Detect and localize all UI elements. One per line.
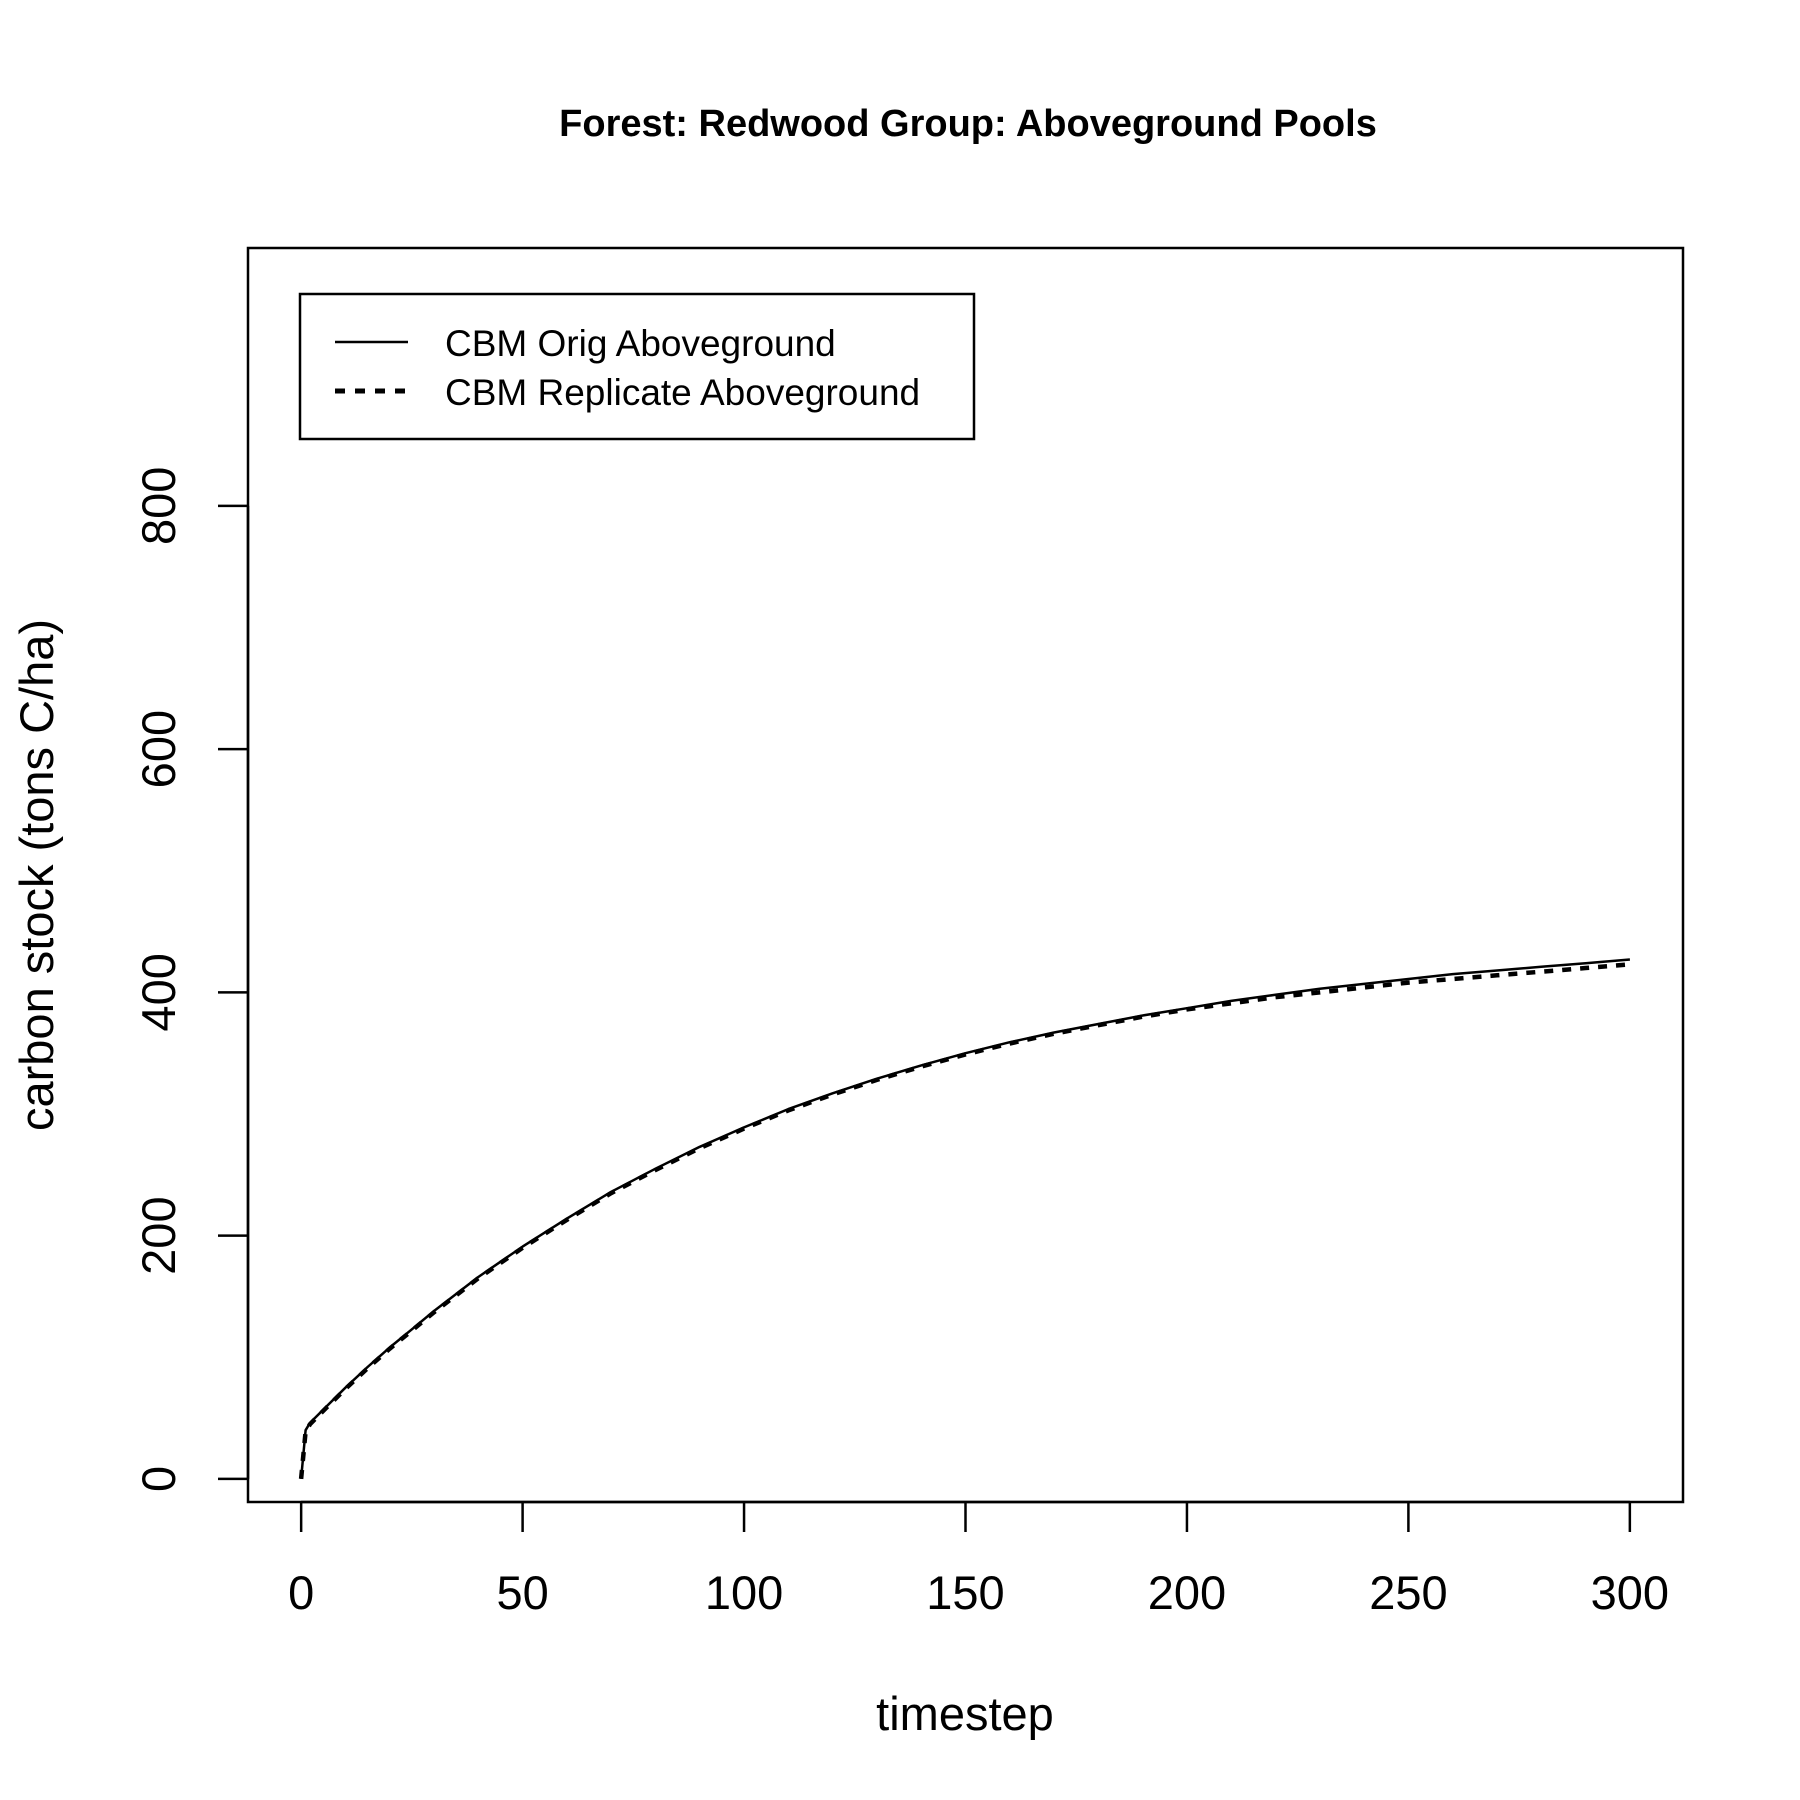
legend-box [298, 292, 976, 441]
series-line-replicate [298, 962, 1631, 1480]
legend-label-replicate: CBM Replicate Aboveground [445, 372, 920, 413]
y-tick-label: 600 [132, 710, 185, 788]
legend-label-orig: CBM Orig Aboveground [445, 323, 836, 364]
x-tick-label: 150 [926, 1566, 1004, 1619]
series-line-orig [299, 958, 1631, 1480]
x-tick-label: 100 [705, 1566, 783, 1619]
x-tick-label: 200 [1148, 1566, 1226, 1619]
y-tick-label: 0 [132, 1466, 185, 1492]
y-tick-label: 800 [132, 467, 185, 545]
x-tick-label: 250 [1369, 1566, 1447, 1619]
x-tick-label: 0 [288, 1566, 314, 1619]
x-tick-label: 300 [1591, 1566, 1669, 1619]
x-axis: 0 50 100 150 200 250 300 [288, 1500, 1669, 1619]
y-tick-label: 200 [132, 1196, 185, 1274]
series-layer [298, 958, 1631, 1480]
y-axis-label: carbon stock (tons C/ha) [10, 619, 63, 1131]
x-tick-label: 50 [496, 1566, 548, 1619]
x-axis-label: timestep [876, 1687, 1054, 1740]
chart-title: Forest: Redwood Group: Aboveground Pools [559, 103, 1377, 145]
legend: CBM Orig Aboveground CBM Replicate Above… [298, 292, 976, 441]
y-axis: 0 200 400 600 800 [132, 467, 250, 1492]
y-tick-label: 400 [132, 953, 185, 1031]
